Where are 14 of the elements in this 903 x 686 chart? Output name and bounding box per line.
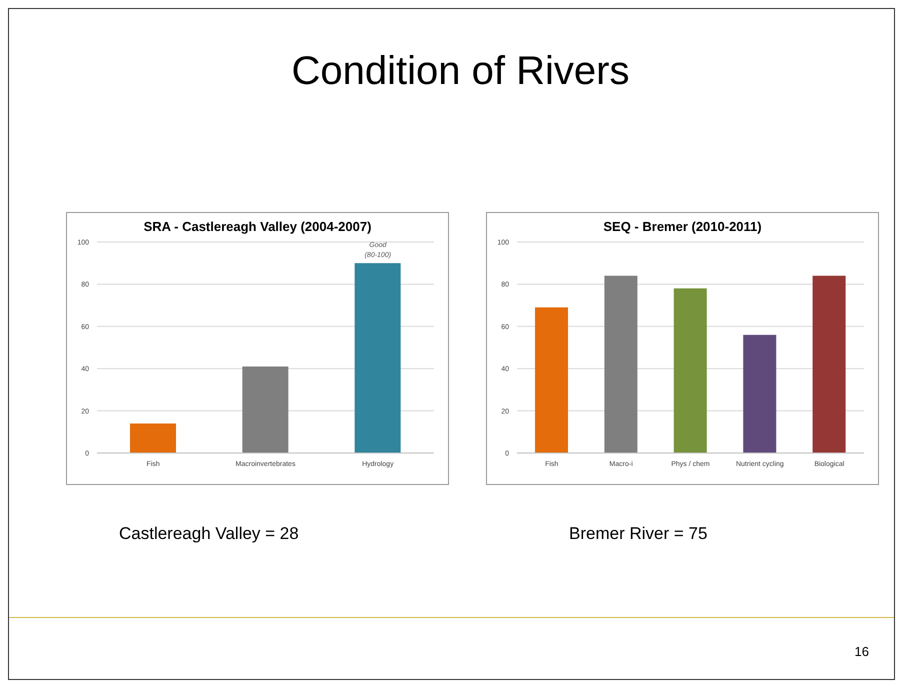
bar [743, 334, 776, 453]
chart-title: SRA - Castlereagh Valley (2004-2007) [142, 219, 372, 234]
text: Condition of Rivers [290, 49, 630, 94]
chart-title: SEQ - Bremer (2010-2011) [602, 219, 763, 234]
text: Bremer River = 75 [569, 524, 708, 544]
bar [535, 307, 568, 453]
bar [242, 366, 288, 453]
bar [674, 288, 707, 453]
bar [604, 276, 638, 453]
bar [354, 263, 401, 453]
bar [130, 423, 176, 453]
text: 16 [854, 644, 869, 659]
text: Castlereagh Valley = 28 [119, 524, 300, 544]
bar [812, 276, 846, 453]
